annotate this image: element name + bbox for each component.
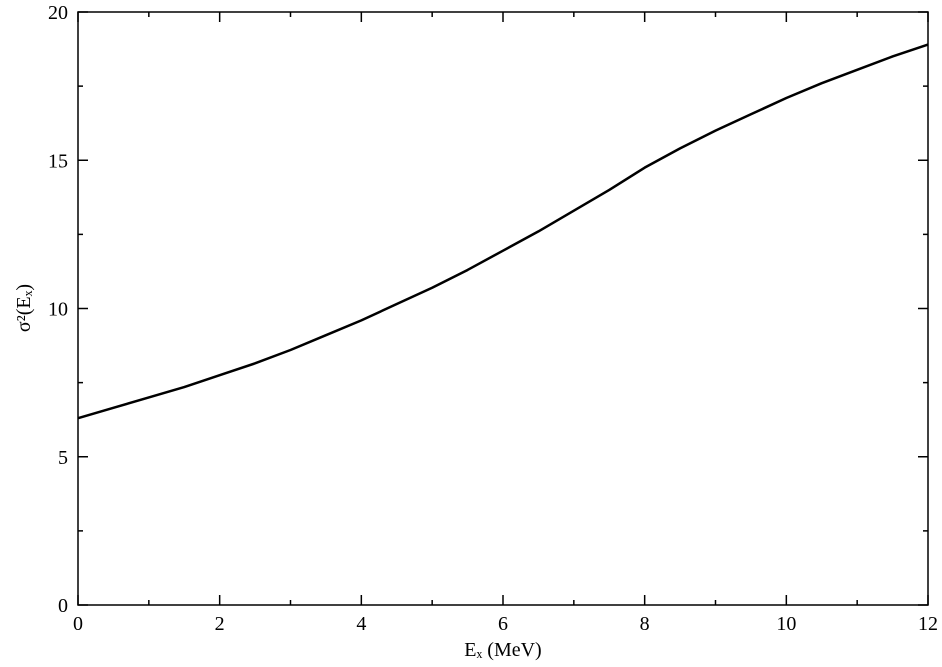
- y-axis-label: σ²(Eₓ): [13, 284, 35, 332]
- x-tick-label: 4: [356, 613, 366, 635]
- data-line: [77, 43, 929, 420]
- x-axis-label: Eₓ (MeV): [464, 639, 541, 661]
- x-tick-label: 12: [918, 613, 938, 635]
- y-tick-label: 5: [58, 447, 68, 469]
- y-tick-label: 0: [58, 595, 68, 617]
- y-tick-label: 10: [48, 299, 68, 321]
- y-tick-label: 15: [48, 150, 68, 172]
- x-tick-label: 10: [776, 613, 796, 635]
- y-tick-label: 20: [48, 2, 68, 24]
- x-tick-label: 6: [498, 613, 508, 635]
- x-tick-label: 8: [640, 613, 650, 635]
- x-tick-label: 2: [215, 613, 225, 635]
- plot-frame: [77, 11, 929, 606]
- x-tick-label: 0: [73, 613, 83, 635]
